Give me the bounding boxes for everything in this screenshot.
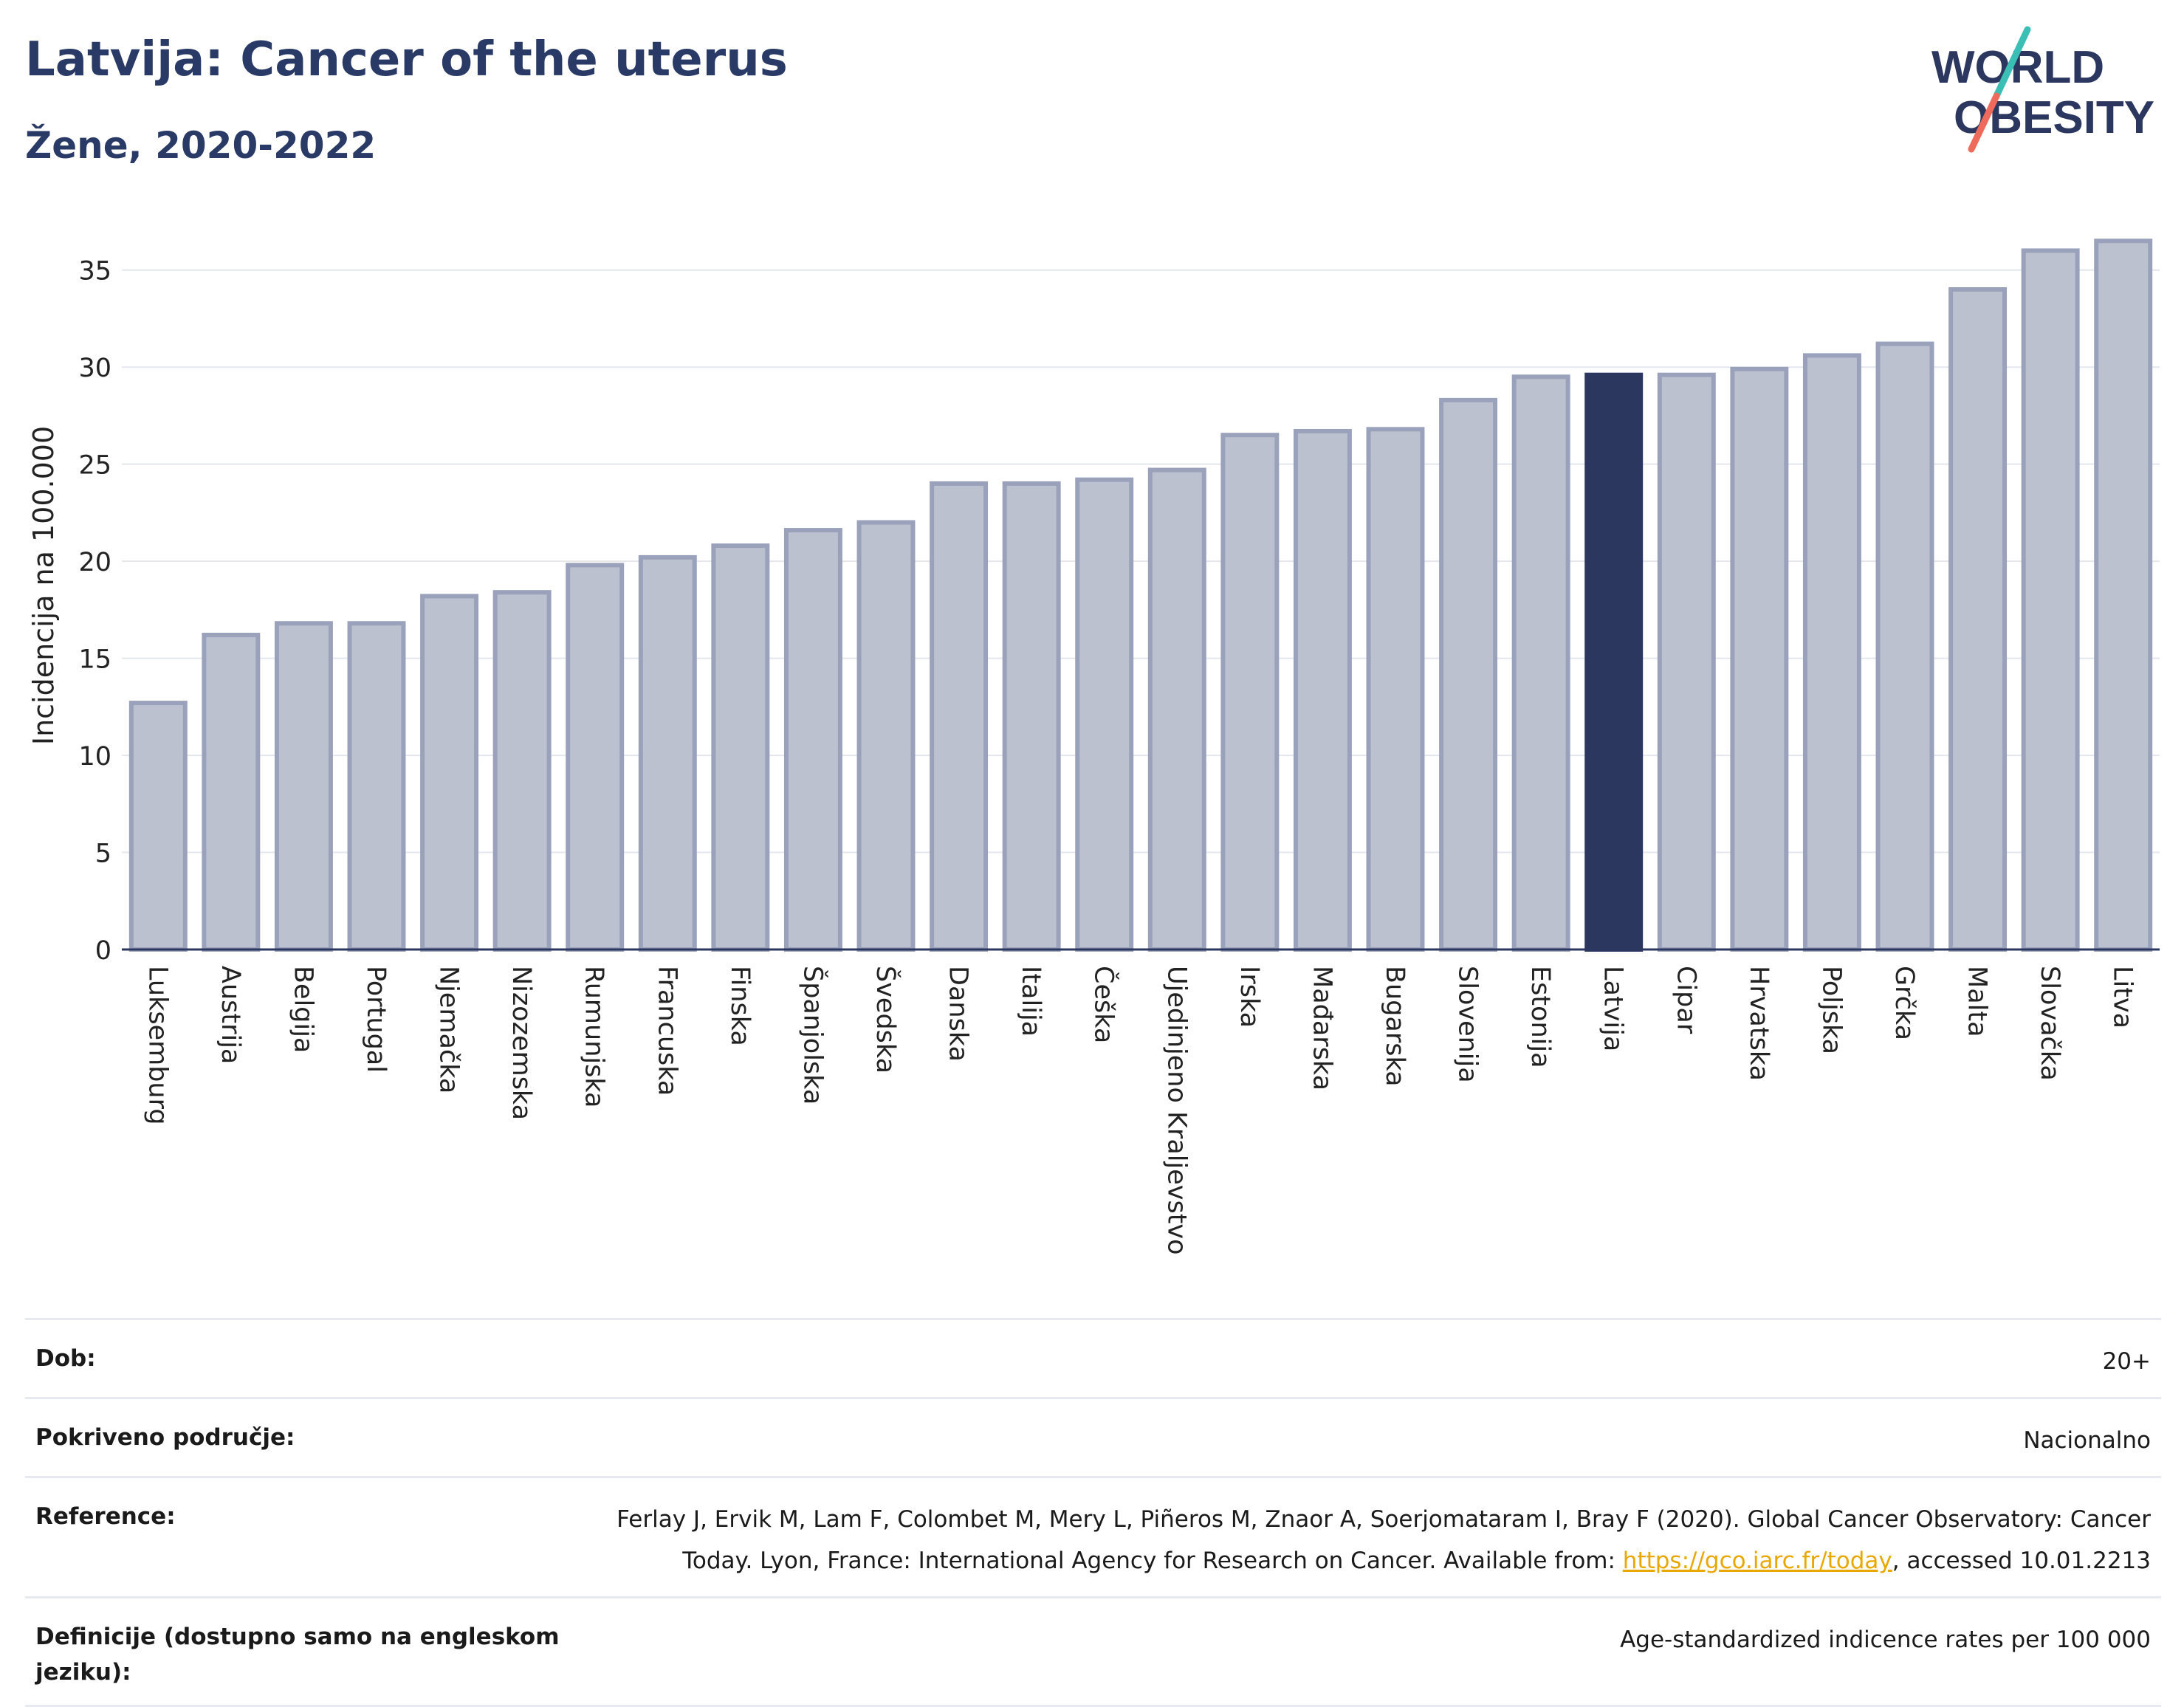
x-tick-label: Malta <box>1962 966 1992 1037</box>
chart-canvas: 0 5 10 15 20 25 30 35 Incidencija na 100.000 Luks… <box>27 238 2160 1255</box>
bar-portugal <box>347 621 406 952</box>
x-tick-label: Latvija <box>1598 966 1628 1051</box>
y-tick-label: 5 <box>95 839 111 869</box>
meta-label-reference: Reference: <box>35 1503 176 1530</box>
bar-cipar <box>1657 372 1716 952</box>
meta-row-definitions: Definicije (dostupno samo na engleskom j… <box>25 1596 2161 1707</box>
x-tick-label: Estonija <box>1525 966 1555 1068</box>
x-tick-label: Nizozemska <box>506 966 536 1120</box>
bar-grčka <box>1875 341 1934 952</box>
bar-estonija <box>1511 374 1570 952</box>
x-tick-label: Grčka <box>1889 966 1919 1040</box>
x-tick-label: Finska <box>725 966 755 1046</box>
x-tick-label: Bugarska <box>1380 966 1409 1087</box>
x-tick-label: Danska <box>944 966 973 1062</box>
y-tick-label: 25 <box>78 451 111 481</box>
y-tick-label: 15 <box>78 645 111 675</box>
reference-accessed: , accessed 10.01.2213 <box>1892 1548 2151 1574</box>
y-tick-label: 0 <box>95 936 111 966</box>
page-title: Latvija: Cancer of the uterus <box>25 32 788 87</box>
bar-finska <box>711 543 770 952</box>
meta-value-age: 20+ <box>2102 1348 2151 1375</box>
bar-švedska <box>856 520 916 952</box>
x-tick-label: Italija <box>1016 966 1045 1037</box>
bar-irska <box>1220 433 1280 952</box>
bar-bugarska <box>1366 427 1425 952</box>
bar-belgija <box>274 621 333 952</box>
bar-njemačka <box>420 594 479 952</box>
bar-danska <box>930 481 989 952</box>
meta-label-definitions: Definicije (dostupno samo na engleskom j… <box>35 1624 560 1686</box>
bar-ujedinjeno-kraljevstvo <box>1147 467 1206 952</box>
world-obesity-logo: WORLD OBESITY <box>1920 22 2163 162</box>
x-tick-label: Španjolska <box>797 966 828 1105</box>
reference-link[interactable]: https://gco.iarc.fr/today <box>1622 1548 1892 1574</box>
bar-hrvatska <box>1730 366 1789 952</box>
y-tick-label: 35 <box>78 257 111 286</box>
bar-litva <box>2094 238 2153 952</box>
meta-row-reference: Reference: Ferlay J, Ervik M, Lam F, Col… <box>25 1476 2161 1596</box>
bar-slovenija <box>1439 397 1498 952</box>
x-tick-label: Cipar <box>1671 966 1700 1034</box>
bar-mađarska <box>1293 428 1352 952</box>
y-tick-label: 20 <box>78 548 111 577</box>
meta-row-age: Dob: 20+ <box>25 1318 2161 1397</box>
y-tick-label: 10 <box>78 742 111 772</box>
x-tick-label: Rumunjska <box>580 966 609 1107</box>
bar-poljska <box>1802 353 1861 952</box>
x-tick-label: Francuska <box>652 966 681 1096</box>
meta-value-reference: Ferlay J, Ervik M, Lam F, Colombet M, Me… <box>600 1499 2151 1581</box>
bar-malta <box>1948 287 2008 952</box>
x-tick-label: Slovačka <box>2035 966 2064 1081</box>
x-tick-label: Ujedinjeno Kraljevstvo <box>1161 966 1191 1255</box>
x-tick-label: Češka <box>1089 966 1120 1043</box>
y-tick-label: 30 <box>78 354 111 383</box>
meta-value-coverage: Nacionalno <box>2023 1427 2151 1454</box>
meta-label-age: Dob: <box>35 1345 96 1372</box>
x-tick-label: Luksemburg <box>142 966 172 1125</box>
x-tick-label: Slovenija <box>1453 966 1483 1083</box>
x-tick-label: Mađarska <box>1307 966 1336 1091</box>
y-axis-label: Incidencija na 100.000 <box>27 426 60 745</box>
x-tick-label: Litva <box>2108 966 2137 1028</box>
bar-luksemburg <box>128 701 188 952</box>
bar-italija <box>1002 481 1061 952</box>
bar-rumunjska <box>566 563 625 952</box>
x-tick-label: Hrvatska <box>1744 966 1773 1081</box>
bar-nizozemska <box>492 590 552 952</box>
x-tick-label: Njemačka <box>434 966 464 1093</box>
x-tick-label: Irska <box>1234 966 1264 1028</box>
bar-slovačka <box>2021 248 2080 952</box>
bar-chart: 0 5 10 15 20 25 30 35 Incidencija na 100.000 Luks… <box>0 192 2184 1299</box>
meta-value-definitions: Age-standardized indicence rates per 100… <box>1620 1627 2151 1653</box>
x-tick-label: Poljska <box>1816 966 1846 1054</box>
page-subtitle: Žene, 2020-2022 <box>25 124 377 167</box>
x-tick-label: Austrija <box>216 966 245 1064</box>
metadata-table: Dob: 20+ Pokriveno područje: Nacionalno … <box>25 1318 2161 1707</box>
reference-text: Ferlay J, Ervik M, Lam F, Colombet M, Me… <box>617 1506 2151 1574</box>
x-tick-label: Portugal <box>361 966 391 1073</box>
x-tick-label: Belgija <box>288 966 317 1053</box>
meta-row-coverage: Pokriveno područje: Nacionalno <box>25 1397 2161 1476</box>
bar-austrija <box>202 633 261 952</box>
bar-španjolska <box>783 528 842 952</box>
x-tick-label: Švedska <box>870 966 902 1074</box>
bar-francuska <box>638 554 697 952</box>
meta-label-coverage: Pokriveno područje: <box>35 1424 295 1451</box>
bar-latvija <box>1584 372 1644 952</box>
bar-češka <box>1075 477 1134 952</box>
